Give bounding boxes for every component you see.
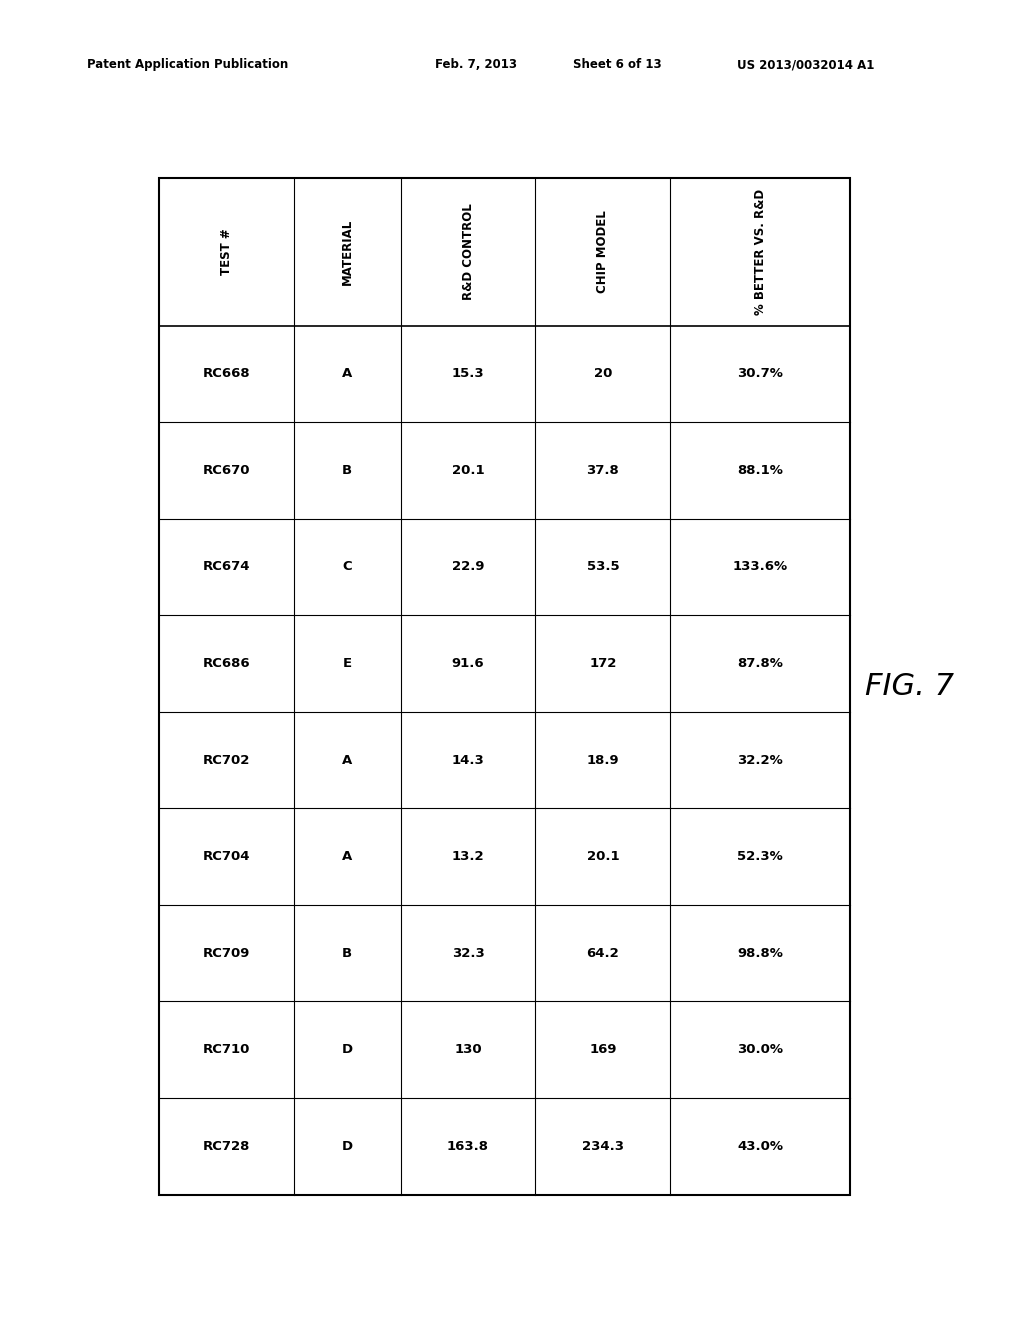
Text: R&D CONTROL: R&D CONTROL <box>462 203 474 300</box>
Text: 163.8: 163.8 <box>447 1140 489 1152</box>
Text: Sheet 6 of 13: Sheet 6 of 13 <box>573 58 663 71</box>
Text: A: A <box>342 754 352 767</box>
Text: 88.1%: 88.1% <box>737 463 783 477</box>
Text: RC674: RC674 <box>203 561 250 573</box>
Text: 91.6: 91.6 <box>452 657 484 671</box>
Text: 13.2: 13.2 <box>452 850 484 863</box>
Text: 87.8%: 87.8% <box>737 657 783 671</box>
Text: 20.1: 20.1 <box>587 850 620 863</box>
Text: Patent Application Publication: Patent Application Publication <box>87 58 289 71</box>
Text: MATERIAL: MATERIAL <box>341 219 353 285</box>
Text: B: B <box>342 946 352 960</box>
Text: 14.3: 14.3 <box>452 754 484 767</box>
Text: Feb. 7, 2013: Feb. 7, 2013 <box>435 58 517 71</box>
Text: A: A <box>342 850 352 863</box>
Text: RC728: RC728 <box>203 1140 250 1152</box>
Text: 20: 20 <box>594 367 612 380</box>
Text: A: A <box>342 367 352 380</box>
Text: 32.2%: 32.2% <box>737 754 783 767</box>
Text: 64.2: 64.2 <box>587 946 620 960</box>
Text: 20.1: 20.1 <box>452 463 484 477</box>
Text: B: B <box>342 463 352 477</box>
Text: 18.9: 18.9 <box>587 754 620 767</box>
Text: D: D <box>342 1140 352 1152</box>
Text: E: E <box>342 657 351 671</box>
Text: RC702: RC702 <box>203 754 250 767</box>
Text: 37.8: 37.8 <box>587 463 620 477</box>
Text: 130: 130 <box>455 1043 482 1056</box>
Text: 43.0%: 43.0% <box>737 1140 783 1152</box>
Text: 169: 169 <box>589 1043 616 1056</box>
Text: 98.8%: 98.8% <box>737 946 783 960</box>
Text: RC686: RC686 <box>203 657 250 671</box>
Text: RC710: RC710 <box>203 1043 250 1056</box>
Text: 30.7%: 30.7% <box>737 367 783 380</box>
Text: CHIP MODEL: CHIP MODEL <box>596 210 609 293</box>
Text: C: C <box>342 561 352 573</box>
Text: RC709: RC709 <box>203 946 250 960</box>
Text: 15.3: 15.3 <box>452 367 484 380</box>
Text: 234.3: 234.3 <box>582 1140 624 1152</box>
Text: 172: 172 <box>589 657 616 671</box>
Text: % BETTER VS. R&D: % BETTER VS. R&D <box>754 189 767 315</box>
Text: TEST #: TEST # <box>219 228 232 275</box>
Text: 22.9: 22.9 <box>452 561 484 573</box>
Text: FIG. 7: FIG. 7 <box>865 672 954 701</box>
Text: D: D <box>342 1043 352 1056</box>
Text: RC670: RC670 <box>203 463 250 477</box>
Text: 30.0%: 30.0% <box>737 1043 783 1056</box>
Text: US 2013/0032014 A1: US 2013/0032014 A1 <box>737 58 874 71</box>
Bar <box>159 178 850 1195</box>
Text: 32.3: 32.3 <box>452 946 484 960</box>
Text: RC668: RC668 <box>203 367 250 380</box>
Text: 52.3%: 52.3% <box>737 850 783 863</box>
Text: RC704: RC704 <box>203 850 250 863</box>
Text: 53.5: 53.5 <box>587 561 620 573</box>
Text: 133.6%: 133.6% <box>732 561 787 573</box>
